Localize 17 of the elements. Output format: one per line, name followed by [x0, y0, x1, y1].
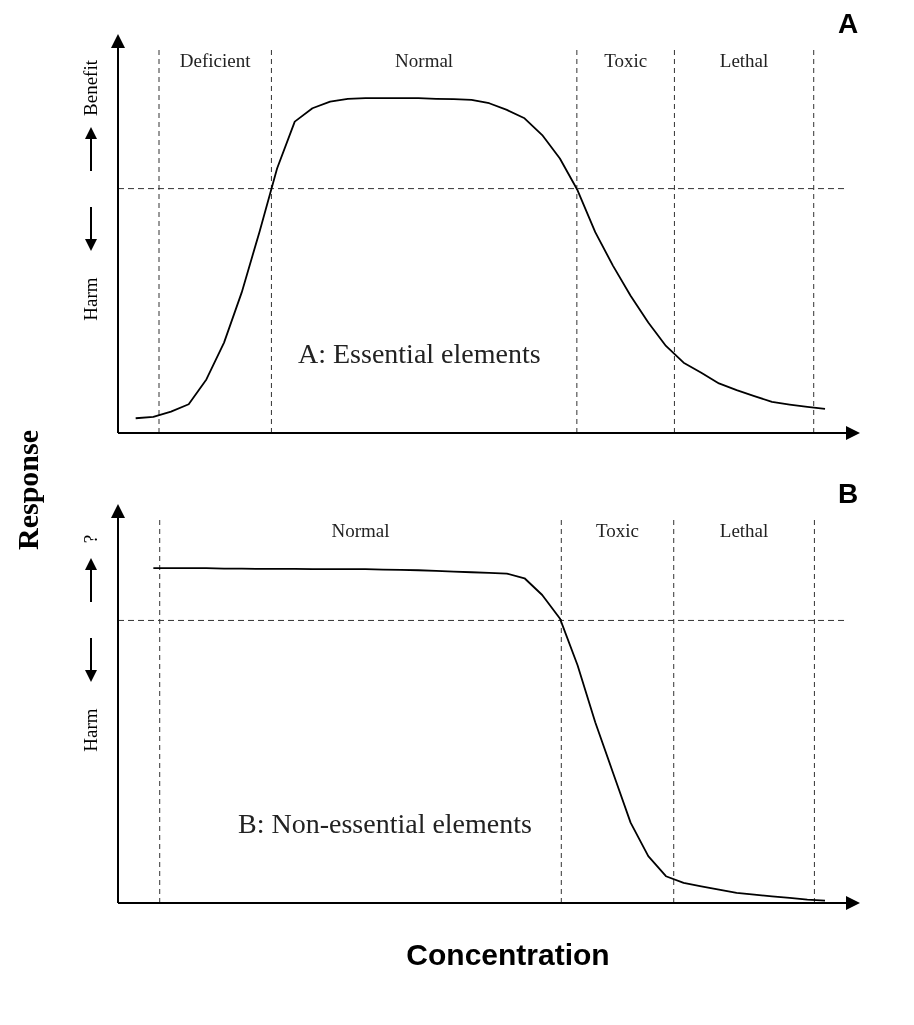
text: Harm — [80, 276, 102, 321]
annotation: A: Essential elements — [298, 338, 541, 370]
text: Deficient — [179, 50, 252, 72]
text: Toxic — [596, 520, 640, 542]
text: Lethal — [719, 50, 769, 72]
text: Harm — [80, 708, 102, 753]
text: Normal — [331, 520, 390, 542]
text: Benefit — [80, 60, 102, 117]
text: ? — [80, 535, 102, 544]
annotation: B: Non-essential elements — [238, 808, 532, 840]
text: Lethal — [719, 520, 769, 542]
text: Toxic — [604, 50, 648, 72]
text: Normal — [395, 50, 454, 72]
chart-title: B — [838, 478, 859, 510]
y-axis-title: Response — [11, 429, 45, 551]
x-axis-title: Concentration — [405, 937, 611, 972]
chart-title: A — [838, 8, 859, 40]
